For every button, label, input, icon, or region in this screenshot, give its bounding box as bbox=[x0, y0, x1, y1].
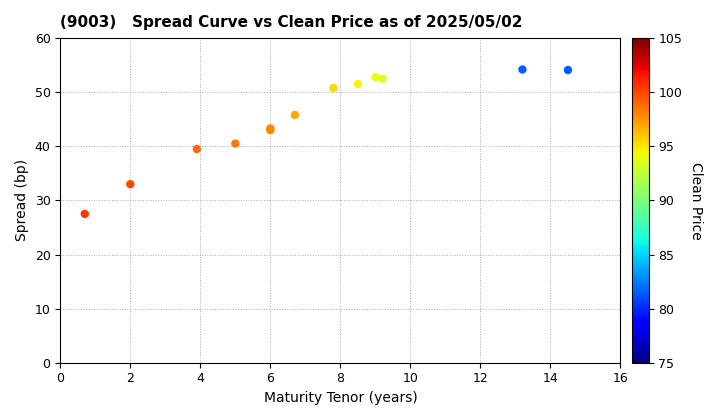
Point bbox=[79, 210, 91, 217]
Point bbox=[264, 127, 276, 134]
Point bbox=[289, 112, 301, 118]
Point bbox=[377, 75, 388, 82]
Point bbox=[230, 140, 241, 147]
Point bbox=[352, 81, 364, 87]
Point bbox=[191, 146, 202, 152]
Point bbox=[517, 66, 528, 73]
Y-axis label: Spread (bp): Spread (bp) bbox=[15, 159, 29, 242]
Point bbox=[562, 67, 574, 74]
Point bbox=[264, 125, 276, 132]
X-axis label: Maturity Tenor (years): Maturity Tenor (years) bbox=[264, 391, 418, 405]
Point bbox=[328, 84, 339, 91]
Y-axis label: Clean Price: Clean Price bbox=[689, 162, 703, 239]
Point bbox=[369, 74, 381, 80]
Text: (9003)   Spread Curve vs Clean Price as of 2025/05/02: (9003) Spread Curve vs Clean Price as of… bbox=[60, 15, 523, 30]
Point bbox=[125, 181, 136, 188]
